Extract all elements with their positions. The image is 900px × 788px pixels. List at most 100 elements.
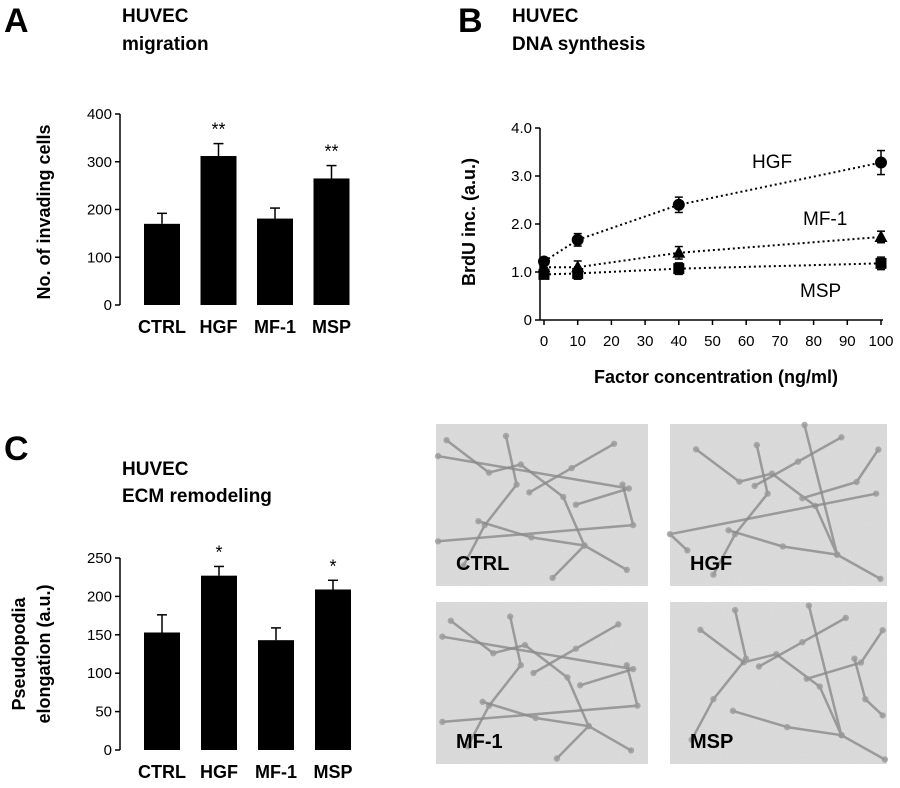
cell-node xyxy=(838,731,845,739)
x-tick-label: 10 xyxy=(569,333,586,350)
category-label-msp: MSP xyxy=(313,762,352,782)
cell-node xyxy=(549,574,556,582)
bar-hgf xyxy=(200,156,237,305)
bar-mf-1 xyxy=(257,218,293,305)
category-label-mf-1: MF-1 xyxy=(254,317,296,337)
micrograph-label-mf1: MF-1 xyxy=(456,731,503,753)
point-msp xyxy=(538,268,550,280)
point-msp xyxy=(673,263,685,275)
y-tick-label: 200 xyxy=(87,588,112,605)
cell-network-strand xyxy=(477,519,629,572)
chart-a-migration: 0 100 200 300 400 CTRL ** HGF MF-1 ** MSP xyxy=(87,106,351,337)
cell-node xyxy=(585,722,592,730)
y-tick-label: 0 xyxy=(104,742,112,759)
cell-node xyxy=(443,437,450,444)
cell-node xyxy=(879,712,886,719)
bar-hgf xyxy=(201,575,237,750)
cell-node xyxy=(684,547,691,554)
cell-node xyxy=(625,485,633,492)
x-tick-label: 90 xyxy=(839,333,856,350)
cell-node xyxy=(634,702,641,709)
cell-node xyxy=(857,659,865,666)
chart-a-ylabel: No. of invading cells xyxy=(34,124,54,299)
cell-node xyxy=(783,723,791,731)
cell-node xyxy=(801,421,808,429)
chart-b-xlabel: Factor concentration (ng/ml) xyxy=(594,367,838,387)
cell-node xyxy=(872,490,880,497)
cell-node xyxy=(576,682,584,689)
cell-node xyxy=(805,602,813,609)
cell-node xyxy=(434,452,442,460)
cell-node xyxy=(736,478,743,485)
cell-node xyxy=(502,432,510,440)
cell-node xyxy=(838,434,845,441)
chart-b-ylabel: BrdU inc. (a.u.) xyxy=(459,158,479,286)
x-tick-label: 50 xyxy=(704,333,721,350)
cell-node xyxy=(572,501,580,508)
cell-network-strand xyxy=(712,443,769,576)
point-hgf xyxy=(571,233,584,246)
cell-node xyxy=(447,617,455,624)
series-label-hgf: HGF xyxy=(752,152,792,173)
panel-b-title-line2: DNA synthesis xyxy=(512,34,645,55)
x-tick-label: 100 xyxy=(868,333,893,350)
micrograph-label-ctrl: CTRL xyxy=(456,553,509,575)
y-tick-label: 400 xyxy=(87,106,112,123)
point-mf1 xyxy=(672,245,686,258)
cell-node xyxy=(629,665,637,673)
cell-node xyxy=(439,633,446,640)
micrograph-grid: CTRL HGF MF-1 MSP xyxy=(434,421,889,764)
series-label-msp: MSP xyxy=(800,281,841,302)
cell-node xyxy=(753,441,760,449)
significance-mark: * xyxy=(329,556,336,576)
point-msp xyxy=(875,257,887,269)
point-mf1 xyxy=(874,229,888,242)
category-label-hgf: HGF xyxy=(200,762,238,782)
cell-node xyxy=(464,742,471,750)
series-line-hgf xyxy=(543,161,882,263)
y-tick-label: 2.0 xyxy=(511,216,532,233)
cell-network-strand xyxy=(481,700,633,752)
bar-msp xyxy=(313,178,350,305)
cell-network-strand xyxy=(699,604,843,737)
cell-node xyxy=(881,756,889,763)
cell-network-strand xyxy=(727,529,882,581)
bar-mf-1 xyxy=(258,640,294,750)
cell-node xyxy=(799,638,806,646)
cell-network-strand xyxy=(466,615,523,748)
series-label-mf1: MF-1 xyxy=(803,209,847,230)
panel-a-title-line2: migration xyxy=(122,34,209,55)
micrograph-texture xyxy=(670,602,887,764)
chart-c-ecm-remodeling: 0 50 100 150 200 250 CTRL * HGF MF-1 * MSP xyxy=(87,542,353,782)
point-msp xyxy=(572,267,584,279)
panel-a-letter: A xyxy=(4,2,29,40)
cell-network-strand xyxy=(445,438,586,580)
category-label-ctrl: CTRL xyxy=(138,762,186,782)
y-tick-label: 100 xyxy=(87,665,112,682)
y-tick-label: 0 xyxy=(104,297,112,314)
cell-node xyxy=(731,606,739,614)
cell-node xyxy=(710,696,717,703)
y-tick-label: 300 xyxy=(87,154,112,171)
cell-node xyxy=(581,542,588,549)
chart-b-dna-synthesis: 0 1.0 2.0 3.0 4.0 0 10 20 30 40 50 60 70 80 90 100 HGF MF… xyxy=(511,120,893,350)
significance-mark: ** xyxy=(324,142,338,162)
bar-msp xyxy=(315,589,351,750)
cell-node xyxy=(666,530,674,538)
cell-node xyxy=(755,663,763,670)
cell-node xyxy=(530,669,537,677)
cell-node xyxy=(517,661,524,669)
x-tick-label: 60 xyxy=(738,333,755,350)
cell-node xyxy=(816,683,823,690)
x-tick-label: 20 xyxy=(603,333,620,350)
cell-node xyxy=(623,661,630,669)
cell-node xyxy=(875,446,882,453)
cell-node xyxy=(627,747,635,754)
point-hgf xyxy=(672,198,685,211)
cell-node xyxy=(615,621,622,628)
cell-network-strand xyxy=(694,423,839,556)
y-tick-label: 3.0 xyxy=(511,168,532,185)
x-tick-label: 30 xyxy=(637,333,654,350)
cell-node xyxy=(553,755,561,762)
